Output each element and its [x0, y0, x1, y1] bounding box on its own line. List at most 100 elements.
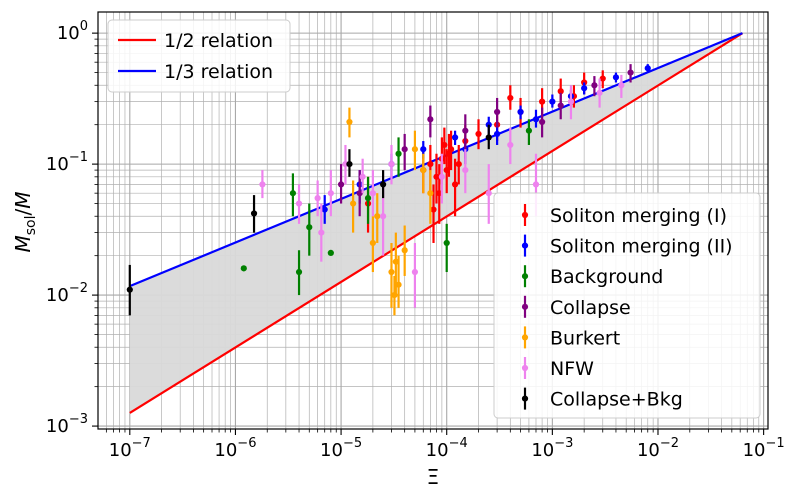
data-point: [401, 146, 408, 153]
data-point: [451, 181, 459, 188]
data-point: [420, 167, 427, 174]
y-axis-label: Msol/M: [11, 191, 39, 252]
data-point: [306, 224, 313, 231]
data-point: [126, 286, 133, 293]
data-point: [485, 134, 492, 141]
legend-series-label: Soliton merging (II): [550, 236, 733, 258]
plot-frame: [97, 11, 769, 430]
data-point: [401, 247, 408, 254]
series-background: [240, 119, 533, 296]
data-point: [445, 150, 453, 157]
data-point: [374, 213, 381, 220]
data-point: [581, 85, 588, 92]
data-point: [517, 108, 524, 116]
data-point: [462, 167, 469, 174]
x-axis-label: Ξ: [427, 465, 440, 489]
legend-marker-dot: [521, 273, 529, 280]
data-point: [250, 210, 258, 217]
data-point: [599, 75, 606, 82]
data-point: [427, 190, 434, 197]
data-point: [356, 190, 363, 197]
legend-marker-dot: [521, 211, 529, 219]
data-point: [388, 268, 395, 276]
data-point: [430, 206, 437, 213]
data-point: [443, 239, 450, 247]
x-tick-label: 10−1: [743, 436, 785, 461]
data-point: [591, 82, 598, 89]
data-point: [451, 134, 459, 141]
x-tick-label: 10−4: [426, 436, 468, 461]
y-tick-label: 10−1: [46, 150, 88, 175]
legend-relation-label: 1/2 relation: [164, 30, 273, 52]
legend-relation-label: 1/3 relation: [164, 61, 273, 83]
data-point: [494, 130, 501, 138]
y-axis-label-den: M: [11, 191, 35, 208]
x-tick-label: 10−3: [531, 436, 573, 461]
series-burkert: [346, 107, 434, 316]
x-tick-label: 10−6: [214, 436, 256, 461]
data-point: [380, 213, 387, 220]
legend-series-label: Collapse: [550, 297, 631, 319]
data-point: [441, 141, 448, 149]
data-point: [411, 146, 419, 153]
data-point: [350, 200, 357, 207]
x-tick-label: 10−2: [637, 436, 679, 461]
data-point: [337, 181, 345, 188]
data-point: [380, 181, 387, 188]
data-point: [455, 161, 462, 168]
y-axis-label-main: M: [11, 235, 35, 252]
legend-series-label: Collapse+Bkg: [550, 389, 683, 411]
y-tick-label: 10−2: [46, 281, 88, 306]
data-point: [525, 127, 533, 134]
data-point: [644, 65, 651, 72]
legend-series-label: Background: [550, 266, 663, 288]
x-tick-label: 10−7: [109, 436, 151, 461]
data-point: [259, 181, 266, 188]
data-point: [475, 130, 482, 138]
data-point: [314, 195, 321, 202]
legend-series-label: NFW: [550, 358, 594, 380]
data-point: [346, 118, 353, 126]
data-point: [411, 268, 419, 276]
data-point: [364, 195, 372, 202]
data-point: [438, 173, 445, 180]
data-point: [494, 108, 501, 116]
legend-marker-dot: [521, 395, 529, 402]
data-point: [427, 116, 434, 123]
series-collapse: [337, 64, 634, 217]
data-point: [612, 74, 620, 81]
data-point: [557, 102, 564, 109]
tick-labels: 10−7 10−6 10−5 10−4 10−3 10−2 10−1 10−3 10−2 10−1…: [46, 19, 785, 461]
relation-line-1-2-relation: [129, 32, 744, 414]
legend-relations: 1/2 relation 1/3 relation: [107, 19, 291, 93]
data-points: [126, 64, 651, 316]
axis-ticks: [92, 32, 765, 435]
legend-series-label: Soliton merging (I): [550, 205, 727, 227]
data-point: [395, 150, 402, 157]
y-tick-label: 10−3: [46, 412, 88, 437]
data-point: [539, 98, 546, 105]
data-point: [240, 265, 247, 272]
legend-marker-dot: [521, 242, 529, 249]
data-point: [539, 118, 546, 126]
data-point: [327, 190, 334, 197]
data-point: [549, 98, 556, 105]
data-point: [532, 181, 540, 188]
legend-series-box: [493, 192, 761, 419]
data-point: [295, 200, 303, 207]
data-point: [289, 190, 297, 197]
data-point: [318, 229, 325, 236]
data-point: [462, 127, 469, 134]
data-point: [388, 161, 395, 168]
data-point: [507, 141, 514, 149]
legend-relations-box: [107, 19, 291, 93]
y-tick-label: 100: [57, 19, 88, 44]
x-tick-label: 10−5: [320, 436, 362, 461]
data-point: [392, 258, 399, 265]
data-point: [627, 69, 634, 76]
data-point: [420, 146, 427, 153]
data-point: [295, 268, 303, 276]
data-point: [321, 206, 328, 213]
y-axis-label-sep: /: [11, 209, 35, 216]
